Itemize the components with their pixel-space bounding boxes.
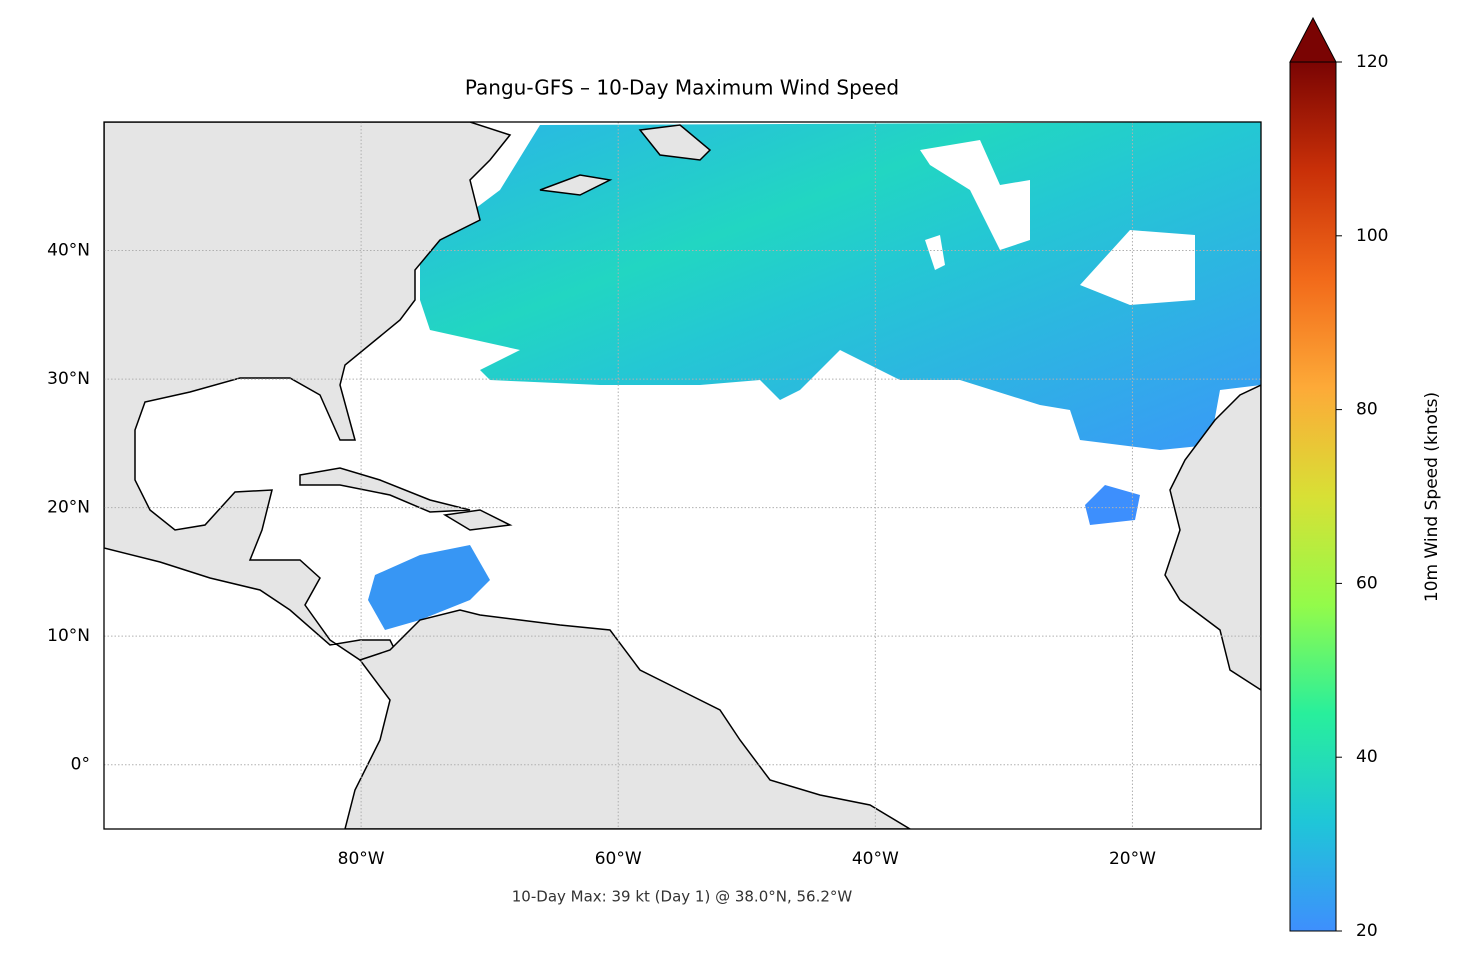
hispaniola xyxy=(442,509,513,531)
wind-field xyxy=(265,122,1261,630)
wind-swath xyxy=(420,122,1261,450)
colorbar-tick-label: 60 xyxy=(1356,573,1378,593)
x-tick-label: 60°W xyxy=(595,849,642,869)
colorbar-label: 10m Wind Speed (knots) xyxy=(1422,392,1442,602)
y-tick-label: 40°N xyxy=(47,241,90,261)
wind-swath xyxy=(1085,485,1140,525)
cuba xyxy=(299,467,471,513)
calm-area xyxy=(925,235,945,270)
chart-title: Pangu-GFS – 10-Day Maximum Wind Speed xyxy=(465,76,899,100)
calm-area xyxy=(1080,230,1195,305)
nova-scotia xyxy=(539,174,613,196)
colorbar-tick-label: 20 xyxy=(1356,921,1378,941)
south-america xyxy=(344,609,912,829)
map-area xyxy=(104,122,1261,829)
colorbar-tick-label: 100 xyxy=(1356,226,1388,246)
wind-swath xyxy=(368,545,490,630)
africa xyxy=(1164,384,1261,691)
y-tick-label: 0° xyxy=(71,755,90,775)
y-tick-label: 20°N xyxy=(47,498,90,518)
calm-area xyxy=(920,140,1030,250)
north-america xyxy=(104,122,512,661)
colorbar-tick-label: 80 xyxy=(1356,400,1378,420)
newfoundland xyxy=(638,124,712,161)
annotation: 10-Day Max: 39 kt (Day 1) @ 38.0°N, 56.2… xyxy=(512,888,853,906)
colorbar-tick-label: 40 xyxy=(1356,747,1378,767)
y-tick-label: 10°N xyxy=(47,626,90,646)
colorbar-extension xyxy=(1289,16,1337,63)
x-tick-label: 20°W xyxy=(1109,849,1156,869)
grid xyxy=(104,122,1261,829)
land xyxy=(104,122,1261,829)
colorbar-tick-label: 120 xyxy=(1356,52,1388,72)
y-tick-label: 30°N xyxy=(47,369,90,389)
colorbar xyxy=(1289,61,1337,932)
x-tick-label: 80°W xyxy=(338,849,385,869)
x-tick-label: 40°W xyxy=(852,849,899,869)
plot-frame xyxy=(103,121,1262,830)
